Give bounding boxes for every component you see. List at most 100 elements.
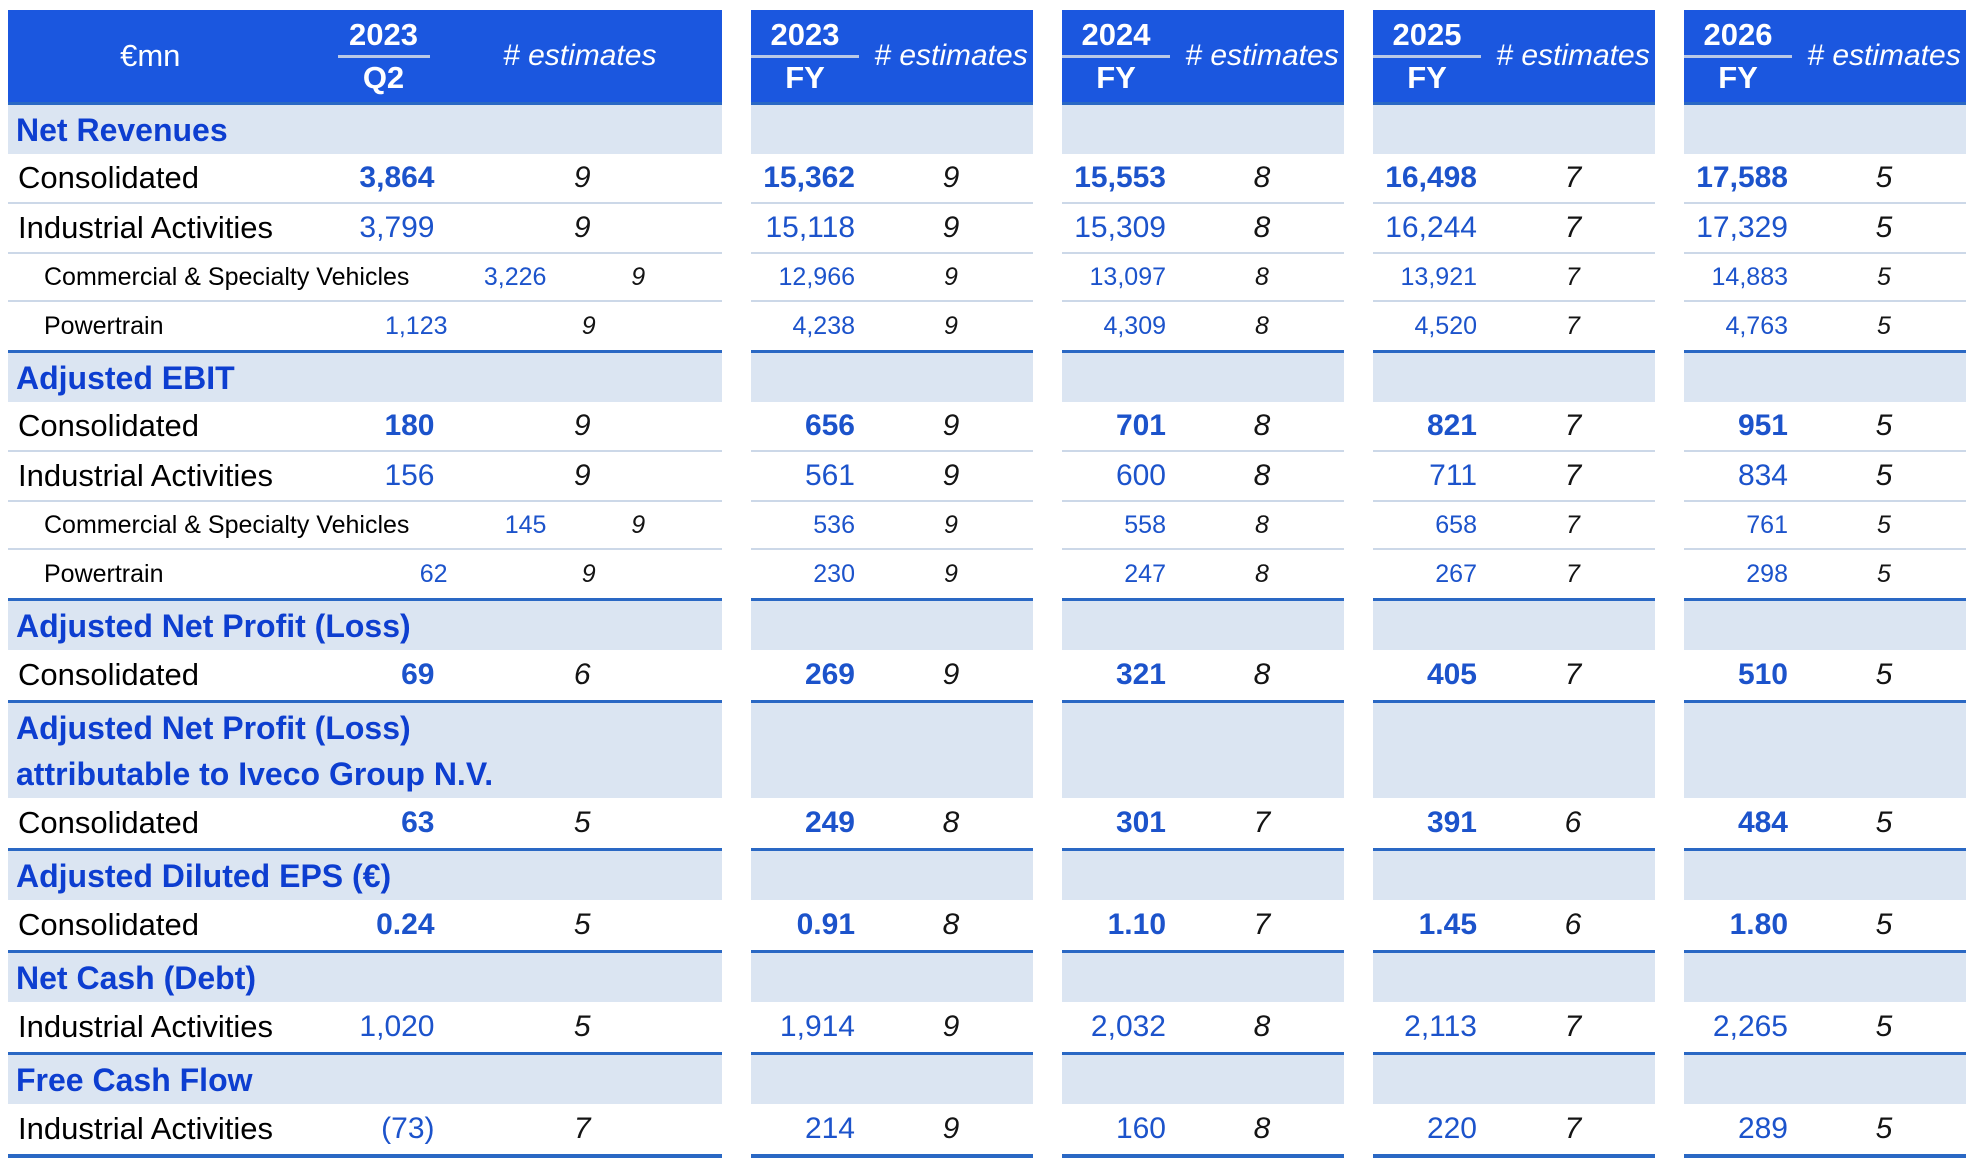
section-band: [1684, 848, 1966, 900]
section-band: Net Revenues: [8, 102, 722, 154]
column-gap: [1655, 550, 1684, 598]
data-band: 16,244 7: [1373, 204, 1655, 254]
column-gap: [722, 452, 751, 502]
value-cell: 16,244: [1385, 211, 1477, 244]
value-cell: 600: [1115, 459, 1166, 492]
row-label: Powertrain: [44, 559, 164, 588]
row-label: Commercial & Specialty Vehicles: [44, 510, 410, 539]
column-gap: [1655, 350, 1684, 402]
value-cell: 247: [1124, 559, 1166, 588]
section-band: [1062, 1052, 1344, 1104]
column-gap: [1033, 650, 1062, 700]
period-label: Q2: [362, 59, 405, 95]
estimates-cell: 7: [1564, 1112, 1582, 1145]
column-gap: [1033, 1002, 1062, 1052]
column-gap: [1655, 254, 1684, 302]
estimates-cell: 8: [1255, 311, 1269, 340]
column-gap: [1655, 1052, 1684, 1104]
table-row: Industrial Activities 1,020 5 1,914 9 2,032 8 2…: [8, 1002, 1966, 1052]
table-row: Commercial & Specialty Vehicles 3,226 9 12,…: [8, 254, 1966, 302]
section-label: Adjusted EBIT: [16, 359, 235, 396]
section-band: [751, 700, 1033, 798]
value-cell: 701: [1115, 409, 1166, 442]
column-gap: [1344, 204, 1373, 254]
column-gap: [1033, 598, 1062, 650]
estimates-cell: 7: [1566, 262, 1580, 291]
period-fraction: 2025 FY: [1373, 17, 1481, 95]
data-band: Industrial Activities 3,799 9: [8, 204, 722, 254]
estimates-cell: 7: [1564, 459, 1582, 492]
value-cell: 3,864: [359, 161, 435, 194]
section-label: Adjusted Net Profit (Loss) attributable t…: [8, 705, 493, 797]
estimates-cell: 5: [1875, 409, 1893, 442]
estimates-cell: 5: [1877, 510, 1891, 539]
column-gap: [722, 204, 751, 254]
data-band: Consolidated 63 5: [8, 798, 722, 848]
value-cell: 17,329: [1696, 211, 1788, 244]
bottom-rule-band: [8, 1154, 722, 1158]
estimates-cell: 5: [1875, 459, 1893, 492]
value-cell: 484: [1737, 806, 1788, 839]
value-cell: 2,265: [1712, 1010, 1788, 1043]
value-cell: 1,123: [384, 311, 448, 340]
data-band: Powertrain 62 9: [8, 550, 722, 598]
column-gap: [1033, 10, 1062, 102]
column-gap: [1033, 1154, 1062, 1158]
column-gap: [1033, 848, 1062, 900]
column-gap: [1344, 848, 1373, 900]
value-cell: 0.91: [796, 908, 855, 941]
data-band: 17,329 5: [1684, 204, 1966, 254]
row-label: Powertrain: [44, 311, 164, 340]
section-band: [751, 598, 1033, 650]
estimates-cell: 8: [1253, 409, 1271, 442]
column-gap: [722, 848, 751, 900]
section-band: [1684, 950, 1966, 1002]
data-band: Consolidated 0.24 5: [8, 900, 722, 950]
table-bottom-rule: [8, 1154, 1966, 1158]
value-cell: 269: [804, 658, 855, 691]
section-label: Net Revenues: [16, 111, 228, 148]
column-gap: [1655, 502, 1684, 550]
value-cell: 4,763: [1725, 311, 1788, 340]
estimates-cell: 7: [1564, 161, 1582, 194]
table-row: Consolidated 0.24 5 0.91 8 1.10 7 1.45 6 1.80 5: [8, 900, 1966, 950]
data-band: 484 5: [1684, 798, 1966, 848]
column-gap: [1344, 700, 1373, 798]
data-band: Commercial & Specialty Vehicles 145 9: [8, 502, 722, 550]
column-gap: [722, 302, 751, 350]
column-gap: [1033, 350, 1062, 402]
data-band: 301 7: [1062, 798, 1344, 848]
section-label: Adjusted Diluted EPS (€): [16, 857, 392, 894]
estimates-cell: 7: [1564, 658, 1582, 691]
table-row: Consolidated 3,864 9 15,362 9 15,553 8 16,498 7 1…: [8, 154, 1966, 204]
column-gap: [1655, 650, 1684, 700]
column-gap: [1033, 550, 1062, 598]
data-band: 13,921 7: [1373, 254, 1655, 302]
estimates-cell: 7: [1566, 510, 1580, 539]
column-gap: [1033, 700, 1062, 798]
row-label: Industrial Activities: [18, 1111, 273, 1146]
header-band-2023-q2: €mn 2023 Q2 # estimates: [8, 10, 722, 102]
column-gap: [1344, 598, 1373, 650]
value-cell: 1.10: [1107, 908, 1166, 941]
value-cell: 3,799: [359, 211, 435, 244]
section-row: Adjusted EBIT: [8, 350, 1966, 402]
section-band: [751, 1052, 1033, 1104]
value-cell: 656: [804, 409, 855, 442]
column-gap: [1033, 254, 1062, 302]
estimates-cell: 7: [1253, 806, 1271, 839]
estimates-cell: 9: [944, 311, 958, 340]
estimates-cell: 8: [1253, 459, 1271, 492]
estimates-cell: 5: [573, 1010, 591, 1043]
value-cell: 0.24: [376, 908, 435, 941]
estimates-cell: 8: [1253, 1010, 1271, 1043]
value-cell: 834: [1737, 459, 1788, 492]
section-band: [1062, 848, 1344, 900]
column-gap: [1655, 402, 1684, 452]
period-header-cell: 2025 FY: [1373, 17, 1491, 95]
column-gap: [722, 650, 751, 700]
value-cell: 15,362: [763, 161, 855, 194]
column-gap: [722, 1104, 751, 1154]
section-band: Adjusted Net Profit (Loss) attributable t…: [8, 700, 722, 798]
column-gap: [1344, 650, 1373, 700]
